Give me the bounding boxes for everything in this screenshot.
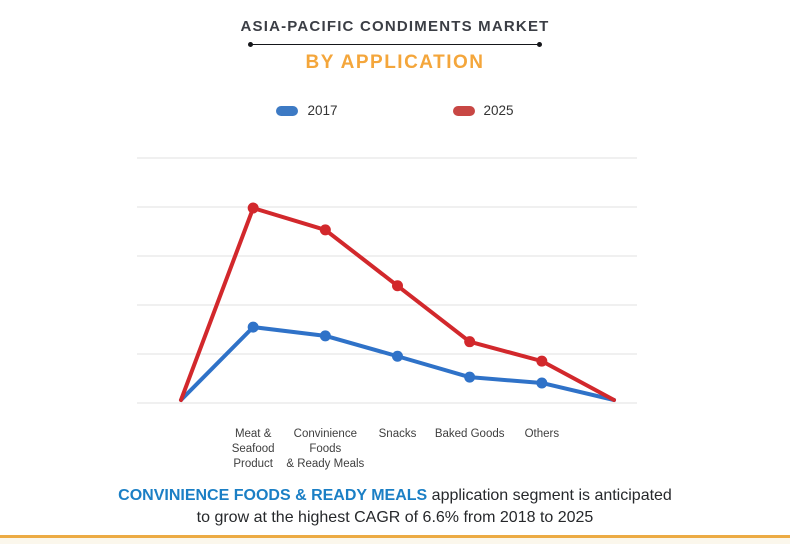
legend-marker-2017-icon xyxy=(276,105,299,116)
page-title: ASIA-PACIFIC CONDIMENTS MARKET xyxy=(240,18,550,35)
legend-label-2017: 2017 xyxy=(307,103,338,118)
x-axis-label-baked-goods: Baked Goods xyxy=(434,428,505,440)
x-axis-label-meat-seafood: Meat & Seafood Product xyxy=(231,428,275,470)
caption-line-2: to grow at the highest CAGR of 6.6% from… xyxy=(196,509,594,526)
caption-line-1: CONVINIENCE FOODS & READY MEALS applicat… xyxy=(0,485,790,507)
caption-highlight: CONVINIENCE FOODS & READY MEALS xyxy=(118,487,428,504)
title-underline xyxy=(248,42,542,47)
x-axis-label-snacks: Snacks xyxy=(378,428,417,440)
bottom-strip xyxy=(0,538,790,544)
legend-item-2025[interactable]: 2025 xyxy=(452,103,514,118)
page-subtitle: BY APPLICATION xyxy=(305,52,485,73)
legend-item-2017[interactable]: 2017 xyxy=(276,103,338,118)
x-axis-label-convinience-foods: Convinience Foods & Ready Meals xyxy=(286,428,365,470)
legend-label-2025: 2025 xyxy=(483,103,514,118)
chart-legend: 2017 2025 xyxy=(0,103,790,118)
legend-marker-2025-icon xyxy=(452,105,475,116)
x-axis-label-others: Others xyxy=(524,428,560,440)
bottom-accent-line xyxy=(0,535,790,538)
caption-rest: application segment is anticipated xyxy=(427,487,672,504)
caption: CONVINIENCE FOODS & READY MEALS applicat… xyxy=(0,485,790,529)
